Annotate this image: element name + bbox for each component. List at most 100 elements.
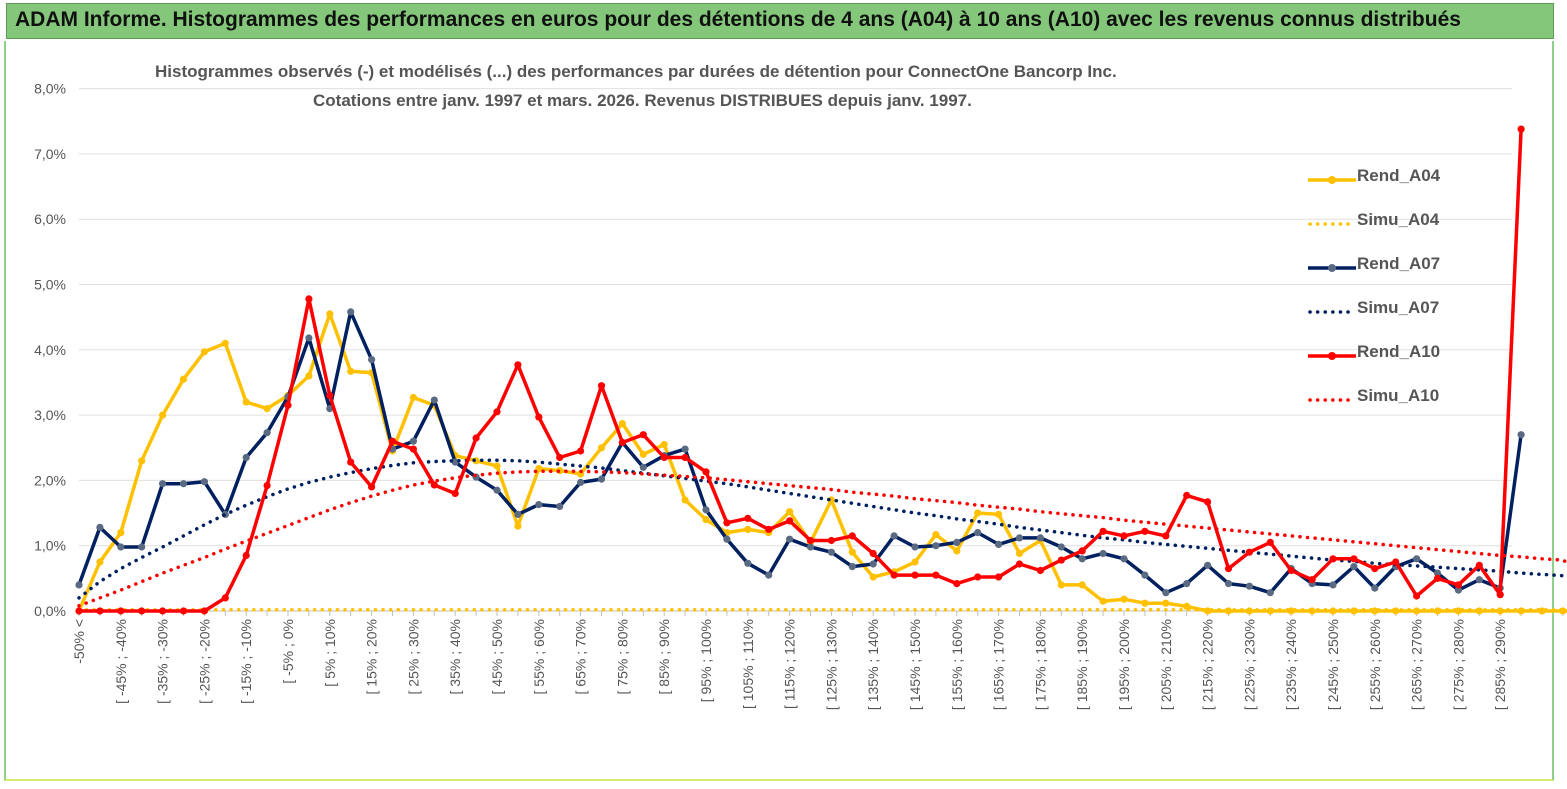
data-point [597,475,606,483]
x-tick-label: [ 185% ; 190% [1074,619,1090,710]
data-point [1141,571,1149,579]
data-point [577,478,585,486]
legend-swatch [1308,398,1356,402]
data-point [430,396,438,404]
x-tick-label: [ -15% ; -10% [238,619,254,704]
x-tick-label: [ 15% ; 20% [364,619,380,695]
data-point [911,558,919,566]
x-tick-label: [ 55% ; 60% [531,619,547,695]
data-point [96,558,104,566]
data-point [618,420,627,428]
x-tick-label: [ 145% ; 150% [907,619,923,710]
series-Rend_A07 [75,308,1525,597]
data-point [179,607,188,615]
data-point [493,408,501,416]
legend-label: Rend_A04 [1357,166,1441,185]
legend-label: Rend_A10 [1357,342,1441,361]
data-point [911,543,919,551]
data-point [995,540,1003,549]
x-tick-label: [ 175% ; 180% [1032,619,1048,710]
data-point [1308,576,1316,584]
data-point [138,457,146,465]
x-tick-label: [ 235% ; 240% [1283,619,1299,710]
data-point [827,548,836,556]
data-point [368,356,376,364]
data-point [1433,574,1442,583]
legend-swatch [1308,176,1356,184]
data-point [1057,556,1065,564]
data-point [1517,431,1525,439]
series-line [77,469,1567,608]
data-point [848,548,856,556]
legend-item: Rend_A04 [1300,160,1450,204]
legend-item: Simu_A04 [1300,204,1450,248]
data-point [535,413,543,421]
data-point [1183,491,1191,499]
data-point [368,483,376,491]
legend-label: Simu_A07 [1357,298,1440,317]
data-point [702,516,710,524]
data-point [1266,538,1274,547]
data-point [305,372,313,380]
data-point [932,531,940,539]
y-tick-label: 1,0% [34,538,66,554]
data-point [472,434,480,442]
data-point [744,514,752,522]
data-point [639,463,647,471]
data-point [1538,607,1546,615]
data-point [556,453,564,462]
x-tick-label: [ 105% ; 110% [740,619,756,709]
data-point [1329,581,1337,589]
legend-label: Rend_A07 [1357,254,1441,273]
data-point [1057,581,1065,589]
data-point [263,405,271,413]
data-point [96,523,104,532]
series-Rend_A10 [75,125,1525,615]
y-tick-label: 7,0% [34,146,66,162]
data-point [1036,566,1044,575]
data-point [1120,555,1128,563]
legend-swatch [1308,352,1356,360]
data-point [1204,498,1212,506]
data-point [953,538,961,547]
data-point [890,532,898,540]
data-point [786,508,794,516]
data-point [221,339,229,347]
banner-title: ADAM Informe. Histogrammes des performan… [15,8,1461,31]
data-point [1120,595,1128,603]
data-point [911,571,919,579]
data-point [1245,582,1253,590]
data-point [1057,543,1065,551]
data-point [242,398,250,406]
x-tick-label: [ 225% ; 230% [1241,619,1257,710]
data-point [1120,532,1128,540]
x-tick-label: [ 195% ; 200% [1116,619,1132,710]
data-point [1141,527,1149,535]
data-point [409,393,417,402]
data-point [75,581,83,589]
data-point [1245,548,1253,556]
data-point [1266,589,1274,597]
data-point [806,536,815,545]
data-point [117,607,125,615]
data-point [514,510,522,518]
data-point [974,509,982,517]
data-point [1015,534,1024,542]
data-point [1015,560,1024,568]
data-point [848,532,856,540]
data-point [179,375,188,383]
y-tick-label: 5,0% [34,277,66,293]
x-tick-label: [ 85% ; 90% [656,619,672,695]
data-point [1224,565,1233,573]
data-point [284,401,292,409]
data-point [953,547,961,555]
x-tick-label: [ -45% ; -40% [113,619,129,704]
data-point [1287,566,1295,575]
y-tick-label: 2,0% [34,472,66,488]
data-point [1454,581,1462,589]
data-point [1475,576,1483,584]
report-banner: ADAM Informe. Histogrammes des performan… [6,3,1554,39]
data-point [1350,563,1358,571]
data-point [117,529,125,537]
